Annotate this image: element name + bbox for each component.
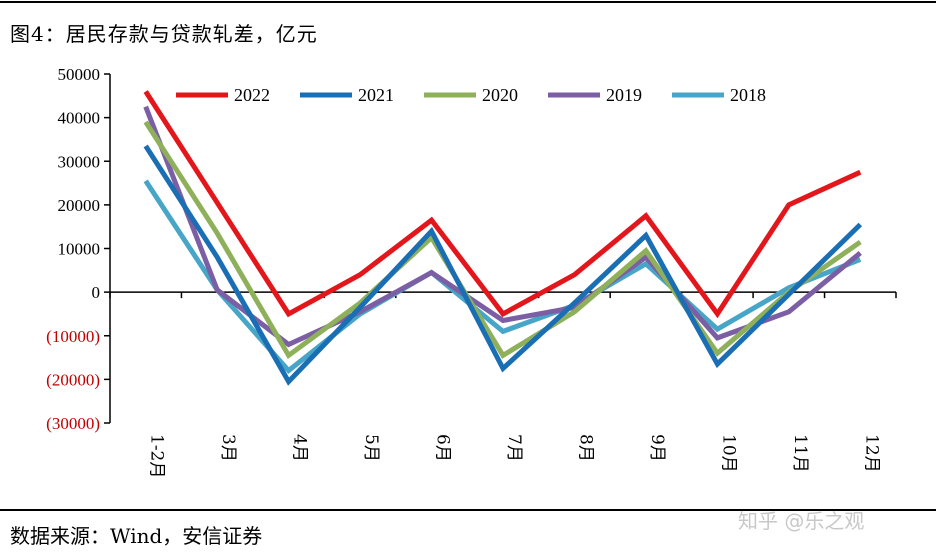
y-tick-label: (30000) bbox=[46, 414, 100, 433]
x-tick-label: 12月 bbox=[861, 434, 881, 473]
y-tick-label: (20000) bbox=[46, 370, 100, 389]
series-line-2018 bbox=[143, 179, 862, 375]
y-tick-label: 40000 bbox=[58, 109, 101, 128]
series-line-2022 bbox=[143, 90, 862, 319]
data-source: 数据来源：Wind，安信证券 bbox=[10, 524, 263, 548]
series-line-2020 bbox=[143, 120, 862, 360]
x-tick-label: 4月 bbox=[290, 434, 310, 462]
chart-title: 图4：居民存款与贷款轧差，亿元 bbox=[10, 22, 318, 46]
y-tick-label: 10000 bbox=[58, 240, 101, 259]
y-tick-label: 0 bbox=[92, 283, 101, 302]
y-tick-label: 20000 bbox=[58, 196, 101, 215]
x-tick-label: 11月 bbox=[790, 434, 810, 473]
series-line-2019 bbox=[143, 105, 862, 348]
x-tick-label: 9月 bbox=[647, 434, 667, 462]
legend-label: 2021 bbox=[358, 85, 394, 105]
bottom-rule bbox=[0, 509, 936, 511]
y-tick-label: 30000 bbox=[58, 152, 101, 171]
y-tick-label: (10000) bbox=[46, 327, 100, 346]
legend-label: 2019 bbox=[606, 85, 642, 105]
y-tick-label: 50000 bbox=[58, 65, 101, 84]
watermark: 知乎 @乐之观 bbox=[738, 509, 865, 533]
legend-label: 2018 bbox=[730, 85, 766, 105]
legend-label: 2020 bbox=[482, 85, 518, 105]
x-tick-label: 7月 bbox=[504, 434, 524, 462]
x-tick-label: 8月 bbox=[575, 434, 595, 462]
x-tick-label: 3月 bbox=[218, 434, 238, 462]
legend-label: 2022 bbox=[234, 85, 270, 105]
series-line-2021 bbox=[143, 144, 863, 386]
x-tick-label: 1-2月 bbox=[147, 434, 167, 478]
x-tick-label: 10月 bbox=[718, 434, 738, 473]
x-tick-label: 6月 bbox=[433, 434, 453, 462]
top-rule bbox=[0, 1, 936, 3]
x-tick-label: 5月 bbox=[361, 434, 381, 462]
